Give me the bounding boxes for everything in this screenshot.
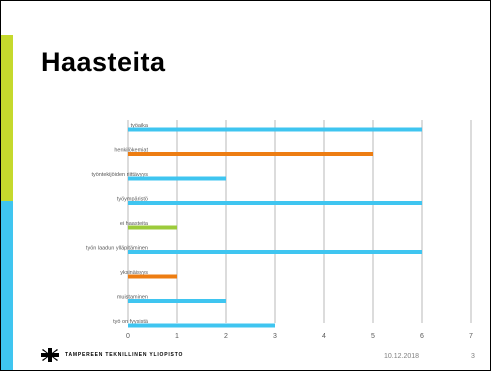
x-tick-label-1: 1 bbox=[175, 333, 179, 340]
footer-page-number: 3 bbox=[471, 353, 475, 360]
category-label: henkilökemiat bbox=[114, 148, 148, 154]
accent-stripe-top bbox=[1, 35, 13, 201]
category-label: työympäristö bbox=[117, 197, 148, 203]
category-label: työaika bbox=[131, 123, 149, 129]
category-label: muistaminen bbox=[117, 295, 148, 301]
bar bbox=[128, 250, 422, 254]
x-tick-label-5: 5 bbox=[371, 333, 375, 340]
x-tick-label-4: 4 bbox=[322, 333, 326, 340]
bar bbox=[128, 299, 226, 303]
category-label: työntekijöiden riittävyys bbox=[91, 172, 148, 178]
footer-organization: TAMPEREEN TEKNILLINEN YLIOPISTO bbox=[65, 352, 184, 358]
x-tick-label-7: 7 bbox=[469, 333, 473, 340]
category-label: työ on fyysistä bbox=[113, 319, 149, 325]
x-tick-label-0: 0 bbox=[126, 333, 130, 340]
x-tick-label-6: 6 bbox=[420, 333, 424, 340]
bar bbox=[128, 323, 275, 328]
slide-title: Haasteita bbox=[41, 47, 166, 77]
bar bbox=[128, 152, 373, 156]
category-label: yksinäisyys bbox=[120, 270, 148, 276]
accent-stripe-bottom bbox=[1, 201, 13, 370]
footer-date: 10.12.2018 bbox=[384, 353, 420, 360]
bar bbox=[128, 201, 422, 205]
category-label: ei haasteita bbox=[120, 221, 149, 227]
category-label: työn laadun ylläpitäminen bbox=[86, 246, 148, 252]
bar bbox=[128, 274, 177, 279]
bar bbox=[128, 176, 226, 181]
footer-logo: TAMPEREEN TEKNILLINEN YLIOPISTO bbox=[41, 348, 183, 362]
ttu-logo-icon bbox=[41, 348, 59, 362]
bar bbox=[128, 127, 422, 132]
x-tick-label-2: 2 bbox=[224, 333, 228, 340]
x-tick-label-3: 3 bbox=[273, 333, 277, 340]
bar bbox=[128, 225, 177, 230]
